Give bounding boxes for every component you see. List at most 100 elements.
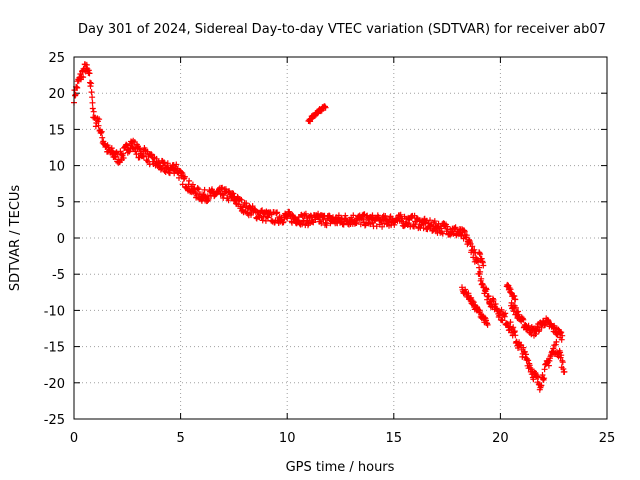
data-point bbox=[534, 373, 541, 380]
data-point bbox=[525, 357, 532, 364]
data-point bbox=[74, 84, 81, 91]
data-point bbox=[88, 80, 95, 87]
data-point bbox=[225, 197, 232, 204]
data-point bbox=[483, 286, 490, 293]
data-point bbox=[308, 213, 315, 220]
y-tick-label: 15 bbox=[48, 123, 65, 138]
data-point bbox=[502, 310, 509, 317]
data-point bbox=[420, 225, 427, 232]
data-point bbox=[485, 293, 492, 300]
data-point bbox=[322, 104, 329, 111]
data-point bbox=[136, 145, 142, 152]
x-tick-labels: 0 5 10 15 20 25 bbox=[70, 431, 615, 446]
data-point bbox=[478, 275, 485, 282]
data-point bbox=[520, 344, 527, 351]
data-point bbox=[557, 349, 564, 356]
data-point bbox=[89, 105, 96, 112]
data-point bbox=[189, 181, 196, 188]
data-point bbox=[350, 212, 357, 219]
data-point bbox=[126, 148, 133, 155]
data-point bbox=[299, 221, 306, 228]
x-axis-label: GPS time / hours bbox=[286, 460, 395, 475]
data-point bbox=[90, 108, 97, 115]
x-tick-label: 20 bbox=[492, 431, 509, 446]
data-point bbox=[452, 224, 459, 231]
data-point bbox=[552, 341, 559, 348]
data-point bbox=[465, 290, 472, 297]
data-point bbox=[238, 196, 245, 203]
data-point bbox=[230, 190, 237, 197]
data-point bbox=[523, 351, 529, 358]
data-point bbox=[558, 352, 565, 359]
data-point bbox=[507, 319, 514, 326]
data-point bbox=[195, 186, 202, 193]
data-point bbox=[108, 145, 115, 152]
y-tick-label: 10 bbox=[48, 160, 65, 175]
data-point bbox=[326, 213, 333, 220]
data-point bbox=[512, 296, 519, 303]
x-tick-label: 5 bbox=[176, 431, 184, 446]
data-point bbox=[558, 329, 565, 336]
plot-frame bbox=[73, 56, 608, 420]
data-point bbox=[95, 122, 102, 129]
data-point bbox=[499, 317, 506, 324]
y-tick-label: -25 bbox=[44, 413, 65, 428]
data-point bbox=[559, 359, 566, 366]
data-point bbox=[480, 262, 487, 269]
data-point bbox=[476, 264, 483, 271]
data-point bbox=[373, 223, 380, 230]
data-point bbox=[538, 382, 545, 389]
data-point bbox=[492, 301, 499, 307]
data-point bbox=[530, 376, 537, 383]
data-point bbox=[512, 304, 519, 311]
data-point bbox=[468, 294, 475, 301]
data-point bbox=[302, 210, 309, 217]
data-point bbox=[179, 181, 186, 188]
y-tick-label: 5 bbox=[57, 196, 65, 211]
data-point bbox=[471, 246, 478, 253]
y-tick-label: 0 bbox=[57, 232, 65, 247]
data-point bbox=[186, 177, 193, 184]
data-point bbox=[541, 366, 548, 373]
x-tick-label: 25 bbox=[599, 431, 616, 446]
data-point bbox=[323, 222, 330, 229]
x-tick-label: 10 bbox=[279, 431, 296, 446]
data-point bbox=[484, 321, 491, 328]
data-point bbox=[120, 155, 127, 161]
data-point bbox=[512, 332, 519, 339]
data-point bbox=[367, 221, 374, 228]
data-point bbox=[498, 306, 505, 313]
data-point bbox=[80, 74, 87, 81]
x-tick-label: 15 bbox=[386, 431, 403, 446]
data-point bbox=[88, 89, 95, 96]
x-tick-label: 0 bbox=[70, 431, 78, 446]
chart-title: Day 301 of 2024, Sidereal Day-to-day VTE… bbox=[78, 22, 606, 37]
data-point bbox=[477, 268, 484, 275]
data-point bbox=[559, 332, 566, 339]
data-point bbox=[133, 151, 140, 158]
data-point bbox=[194, 185, 201, 191]
data-point bbox=[427, 217, 433, 224]
data-point bbox=[262, 217, 269, 224]
y-tick-label: -15 bbox=[44, 341, 65, 356]
data-point bbox=[89, 94, 96, 101]
y-tick-label: -10 bbox=[44, 304, 65, 319]
y-tick-label: -5 bbox=[52, 268, 65, 283]
data-point bbox=[520, 316, 527, 323]
data-point bbox=[179, 170, 186, 176]
data-point bbox=[89, 99, 96, 106]
data-point bbox=[220, 192, 227, 199]
data-point bbox=[561, 368, 568, 375]
data-point bbox=[86, 70, 93, 77]
y-tick-labels: -25 -20 -15 -10 -5 0 5 10 15 20 25 bbox=[44, 51, 65, 428]
data-point bbox=[463, 232, 470, 239]
data-point bbox=[173, 161, 180, 168]
data-point bbox=[431, 218, 438, 225]
data-point bbox=[379, 223, 386, 230]
data-point bbox=[99, 134, 106, 141]
data-point bbox=[280, 219, 287, 225]
data-point bbox=[181, 173, 188, 180]
y-axis-label: SDTVAR / TECUs bbox=[8, 185, 23, 292]
data-point bbox=[164, 160, 171, 167]
